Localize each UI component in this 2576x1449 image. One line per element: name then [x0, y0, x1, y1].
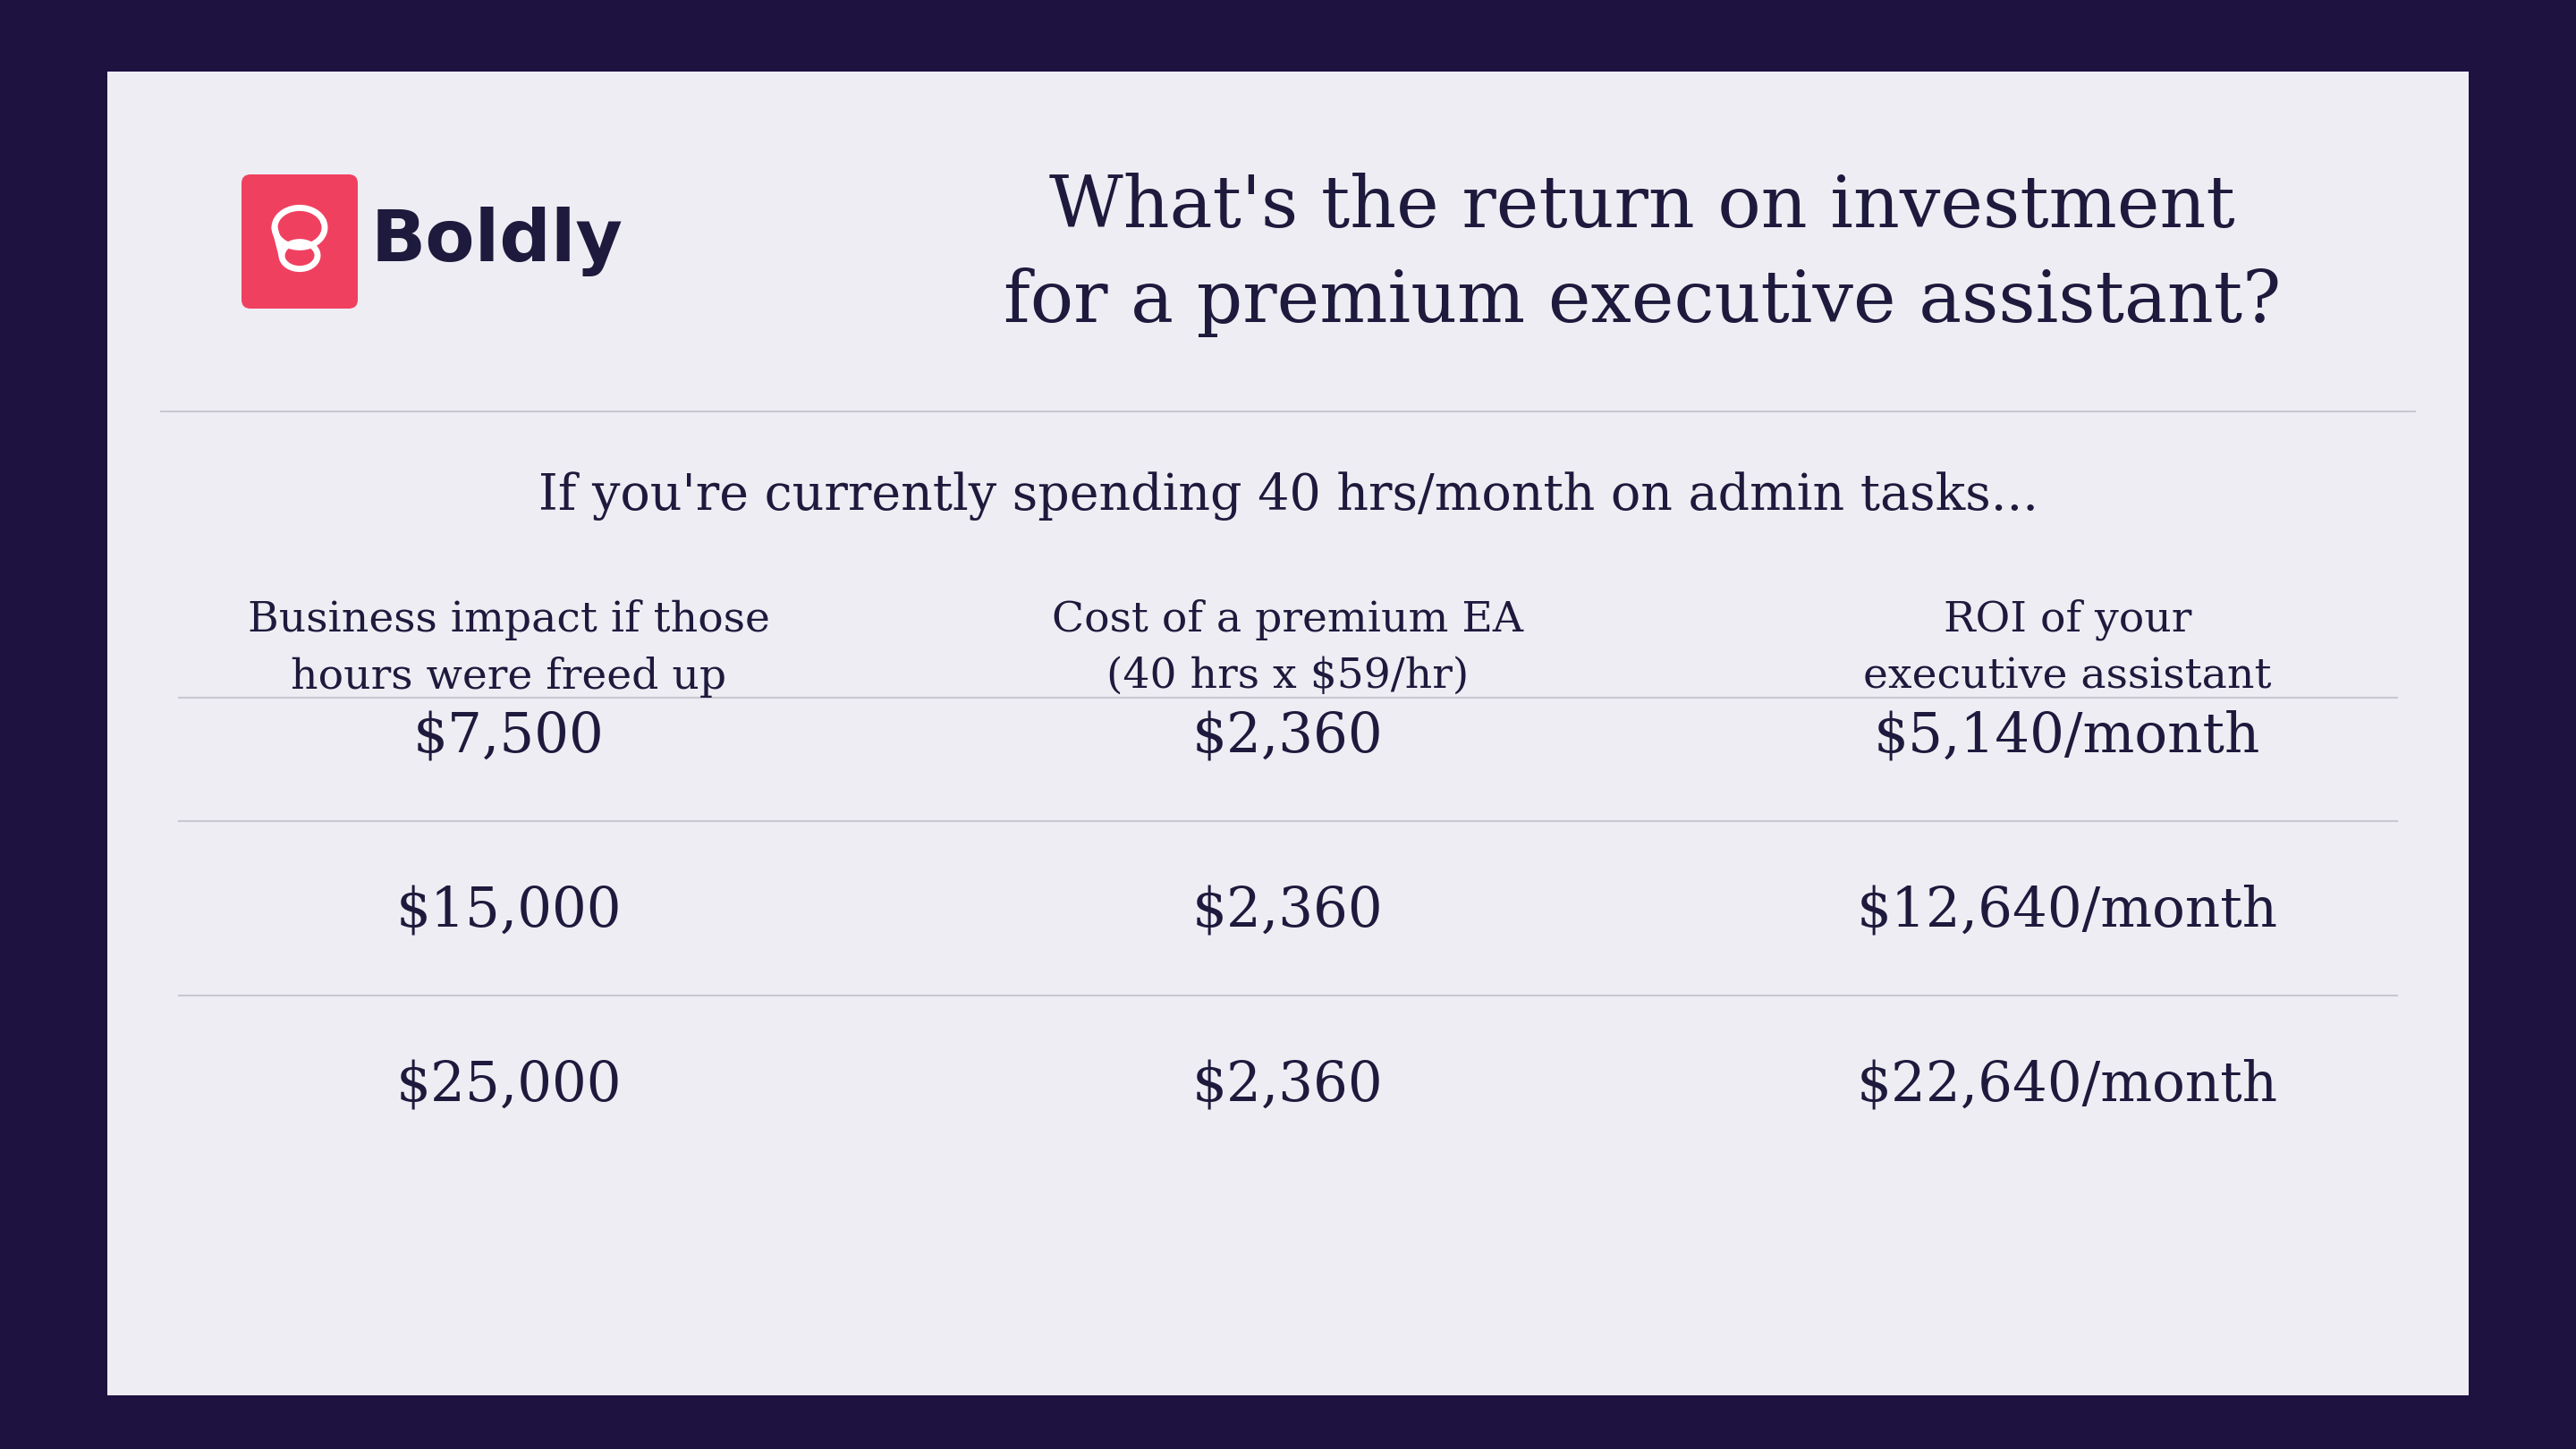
Text: for a premium executive assistant?: for a premium executive assistant? — [1005, 268, 2280, 338]
Text: $5,140/month: $5,140/month — [1873, 711, 2262, 765]
Text: $2,360: $2,360 — [1193, 711, 1383, 765]
Text: $12,640/month: $12,640/month — [1857, 885, 2277, 939]
FancyBboxPatch shape — [242, 174, 358, 309]
Text: ROI of your
executive assistant: ROI of your executive assistant — [1862, 600, 2272, 697]
Text: Boldly: Boldly — [371, 207, 623, 277]
Text: What's the return on investment: What's the return on investment — [1048, 172, 2236, 242]
Text: $7,500: $7,500 — [412, 711, 605, 765]
Text: $25,000: $25,000 — [397, 1059, 621, 1114]
Text: $22,640/month: $22,640/month — [1857, 1059, 2277, 1114]
Text: $2,360: $2,360 — [1193, 1059, 1383, 1114]
Text: Cost of a premium EA
(40 hrs x $59/hr): Cost of a premium EA (40 hrs x $59/hr) — [1054, 600, 1522, 697]
Text: Business impact if those
hours were freed up: Business impact if those hours were free… — [247, 600, 770, 697]
Text: If you're currently spending 40 hrs/month on admin tasks...: If you're currently spending 40 hrs/mont… — [538, 472, 2038, 520]
Text: $15,000: $15,000 — [397, 885, 621, 939]
Text: $2,360: $2,360 — [1193, 885, 1383, 939]
Bar — [108, 71, 2468, 412]
